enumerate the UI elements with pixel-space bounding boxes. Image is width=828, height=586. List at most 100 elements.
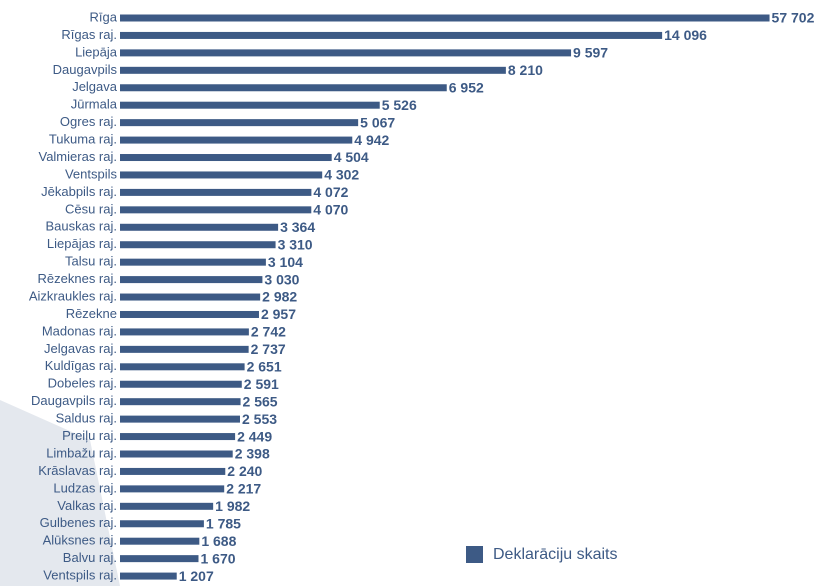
- bar: [120, 206, 312, 214]
- category-label: Kuldīgas raj.: [45, 358, 117, 373]
- category-label: Ventspils: [65, 166, 118, 181]
- value-label: 4 504: [334, 149, 369, 165]
- value-label: 1 688: [201, 533, 236, 549]
- value-label: 2 591: [244, 376, 279, 392]
- value-label: 2 449: [237, 428, 272, 444]
- bar: [120, 502, 214, 510]
- value-label: 2 553: [242, 411, 277, 427]
- value-label: 2 957: [261, 306, 296, 322]
- background-decoration: [0, 400, 120, 586]
- category-label: Preiļu raj.: [62, 428, 117, 443]
- category-label: Jelgava: [72, 79, 118, 94]
- value-label: 2 398: [235, 446, 270, 462]
- value-label: 2 982: [262, 289, 297, 305]
- value-label: 6 952: [449, 79, 484, 95]
- bar: [120, 136, 353, 144]
- category-label: Ludzas raj.: [53, 480, 117, 495]
- bar: [120, 276, 263, 284]
- bar: [120, 223, 279, 231]
- category-label: Limbažu raj.: [46, 445, 117, 460]
- value-label: 3 310: [278, 236, 313, 252]
- category-label: Liepājas raj.: [47, 236, 117, 251]
- value-label: 2 217: [226, 481, 261, 497]
- value-label: 8 210: [508, 62, 543, 78]
- bar: [120, 485, 225, 493]
- category-label: Bauskas raj.: [45, 219, 117, 234]
- category-label: Ogres raj.: [60, 114, 117, 129]
- value-label: 2 737: [251, 341, 286, 357]
- bar: [120, 31, 663, 39]
- bar: [120, 363, 245, 371]
- bar: [120, 380, 242, 388]
- bar: [120, 398, 241, 406]
- bar: [120, 310, 259, 318]
- bar: [120, 49, 572, 57]
- category-label: Krāslavas raj.: [38, 463, 117, 478]
- legend-swatch: [466, 546, 483, 563]
- value-label: 4 942: [354, 132, 389, 148]
- value-label: 2 651: [247, 359, 282, 375]
- category-label: Valkas raj.: [57, 498, 117, 513]
- bar: [120, 84, 447, 92]
- category-label: Dobeles raj.: [48, 376, 117, 391]
- category-label: Liepāja: [75, 44, 118, 59]
- value-label: 3 030: [264, 271, 299, 287]
- bar: [120, 154, 332, 162]
- value-label: 2 565: [243, 393, 278, 409]
- value-label: 1 785: [206, 515, 241, 531]
- value-label: 4 302: [324, 167, 359, 183]
- category-label: Balvu raj.: [63, 550, 117, 565]
- legend-label: Deklarāciju skaits: [493, 546, 617, 563]
- bar: [120, 66, 506, 74]
- bar: [120, 537, 200, 545]
- category-label: Rīgas raj.: [61, 27, 117, 42]
- bar: [120, 345, 249, 353]
- value-label: 9 597: [573, 45, 608, 61]
- bar: [120, 328, 249, 336]
- category-label: Rēzeknes raj.: [38, 271, 117, 286]
- bar: [120, 101, 380, 109]
- value-label: 5 526: [382, 97, 417, 113]
- category-label: Jelgavas raj.: [44, 341, 117, 356]
- category-label: Madonas raj.: [42, 323, 117, 338]
- category-label: Daugavpils raj.: [31, 393, 117, 408]
- value-label: 4 072: [313, 184, 348, 200]
- bar: [120, 450, 233, 458]
- bar: [120, 520, 204, 528]
- category-label: Gulbenes raj.: [40, 515, 117, 530]
- bar: [120, 171, 323, 179]
- bar: [120, 555, 199, 563]
- value-label: 4 070: [313, 202, 348, 218]
- category-label: Ventspils raj.: [43, 568, 117, 583]
- category-label: Talsu raj.: [65, 254, 117, 269]
- bar: [120, 258, 266, 266]
- category-label: Rēzekne: [66, 306, 117, 321]
- value-label: 1 207: [179, 568, 214, 584]
- category-label: Aizkraukles raj.: [29, 288, 117, 303]
- bar: [120, 119, 359, 127]
- bar: [120, 572, 177, 580]
- bar: [120, 293, 261, 301]
- bar: [120, 467, 226, 475]
- value-label: 14 096: [664, 27, 707, 43]
- bar: [120, 188, 312, 196]
- value-label: 3 104: [268, 254, 303, 270]
- category-label: Daugavpils: [53, 62, 118, 77]
- bar: [120, 14, 770, 22]
- category-label: Rīga: [90, 9, 118, 24]
- category-label: Saldus raj.: [56, 411, 117, 426]
- value-label: 2 742: [251, 324, 286, 340]
- bar: [120, 415, 240, 423]
- category-label: Valmieras raj.: [38, 149, 117, 164]
- category-label: Jūrmala: [71, 97, 118, 112]
- value-label: 5 067: [360, 114, 395, 130]
- value-label: 57 702: [772, 10, 815, 26]
- value-label: 3 364: [280, 219, 315, 235]
- value-label: 1 670: [200, 550, 235, 566]
- category-label: Tukuma raj.: [49, 132, 117, 147]
- bar: [120, 241, 276, 249]
- category-label: Alūksnes raj.: [43, 533, 117, 548]
- bar: [120, 433, 236, 441]
